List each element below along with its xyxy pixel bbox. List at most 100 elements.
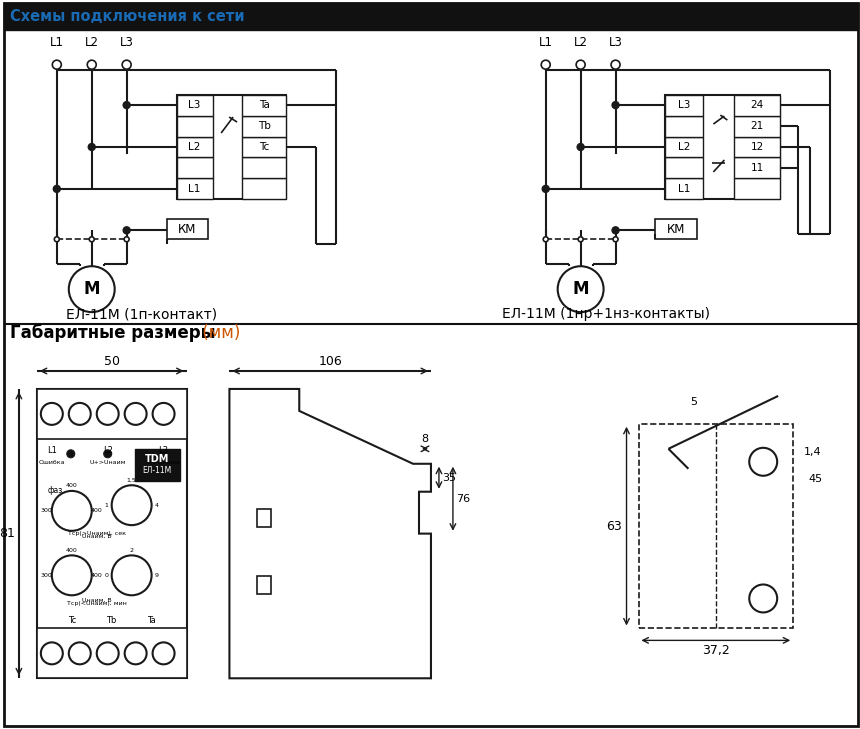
Bar (37, 389, 187, 678)
Circle shape (557, 266, 604, 312)
Circle shape (96, 403, 119, 425)
Bar (243, 179, 286, 199)
Circle shape (749, 448, 777, 476)
Text: 400: 400 (66, 548, 77, 553)
Text: TDM: TDM (144, 453, 169, 464)
Text: М: М (573, 280, 589, 298)
Circle shape (123, 101, 130, 109)
Text: ЕЛ-11М (1нр+1нз-контакты): ЕЛ-11М (1нр+1нз-контакты) (501, 307, 710, 321)
Text: L3: L3 (679, 100, 691, 110)
Bar (734, 179, 780, 199)
Text: 50: 50 (104, 354, 120, 367)
Text: 1: 1 (105, 503, 108, 507)
Bar (734, 136, 780, 157)
Circle shape (87, 61, 96, 69)
Bar (176, 116, 212, 136)
Bar (666, 116, 703, 136)
Circle shape (40, 642, 63, 664)
Text: Тср(<Uнаим), мин: Тср(<Uнаим), мин (67, 601, 126, 606)
Circle shape (52, 555, 92, 596)
Bar (167, 219, 208, 239)
Circle shape (578, 237, 583, 242)
Text: Ошибка: Ошибка (39, 460, 65, 465)
Circle shape (54, 237, 59, 242)
Text: (мм): (мм) (198, 324, 241, 342)
Circle shape (67, 450, 75, 458)
Bar (176, 136, 212, 157)
Bar (734, 157, 780, 179)
Circle shape (112, 486, 151, 525)
Text: 63: 63 (605, 520, 622, 533)
Bar (243, 95, 286, 116)
Text: 4: 4 (155, 503, 158, 507)
Text: фаз: фаз (47, 486, 63, 495)
Circle shape (125, 403, 146, 425)
Circle shape (112, 555, 151, 596)
Circle shape (52, 61, 61, 69)
Circle shape (122, 61, 131, 69)
Text: U->Uнаим: U->Uнаим (147, 460, 181, 465)
Circle shape (40, 403, 63, 425)
Circle shape (89, 144, 95, 150)
Text: L2: L2 (102, 446, 113, 456)
Text: L1: L1 (47, 446, 57, 456)
Text: 76: 76 (456, 494, 470, 504)
Text: L1: L1 (188, 184, 201, 194)
Text: Tc: Tc (259, 142, 269, 152)
Bar (666, 95, 703, 116)
Text: Ta: Ta (259, 100, 270, 110)
Text: L2: L2 (679, 142, 691, 152)
Text: М: М (83, 280, 100, 298)
Text: Tc: Tc (68, 616, 76, 625)
Bar (257, 509, 271, 527)
Circle shape (612, 227, 619, 234)
Text: L2: L2 (188, 142, 201, 152)
Text: 1,5: 1,5 (126, 477, 137, 483)
Text: Tb: Tb (107, 616, 117, 625)
Text: Схемы подключения к сети: Схемы подключения к сети (10, 9, 244, 24)
Bar (734, 116, 780, 136)
Text: 1,4: 1,4 (804, 447, 822, 457)
Bar (135, 449, 180, 480)
Text: L1: L1 (50, 36, 64, 50)
Circle shape (104, 450, 112, 458)
Bar (655, 219, 697, 239)
Bar (666, 136, 703, 157)
Text: 106: 106 (318, 354, 342, 367)
Text: ЕЛ-11М (1п-контакт): ЕЛ-11М (1п-контакт) (66, 307, 218, 321)
Bar (176, 157, 212, 179)
Text: 300: 300 (41, 573, 52, 578)
Text: L2: L2 (574, 36, 587, 50)
Bar (638, 424, 793, 628)
Text: L3: L3 (158, 446, 169, 456)
Text: 8: 8 (421, 434, 428, 444)
Circle shape (53, 185, 60, 192)
Text: 12: 12 (751, 142, 764, 152)
Text: 300: 300 (41, 508, 52, 513)
Bar (666, 95, 780, 199)
Circle shape (152, 403, 175, 425)
Text: L1: L1 (538, 36, 553, 50)
Circle shape (123, 227, 130, 234)
Text: U+>Uнаим: U+>Uнаим (89, 460, 126, 465)
Bar (176, 95, 286, 199)
Text: 400: 400 (91, 573, 102, 578)
Text: 9: 9 (155, 573, 158, 578)
Text: 45: 45 (808, 474, 822, 484)
Bar (37, 628, 187, 678)
Text: 0: 0 (105, 573, 108, 578)
Circle shape (125, 642, 146, 664)
Text: Ta: Ta (147, 616, 156, 625)
Text: 37,2: 37,2 (702, 644, 729, 657)
Text: 5: 5 (690, 397, 697, 407)
Bar (666, 157, 703, 179)
Text: Uнаим, В: Uнаим, В (82, 534, 112, 538)
Text: Тср(>Uнаим), сек: Тср(>Uнаим), сек (68, 531, 126, 536)
Circle shape (52, 491, 92, 531)
Circle shape (152, 642, 175, 664)
Bar (243, 136, 286, 157)
Text: 21: 21 (751, 121, 764, 131)
Bar (4, 3, 858, 30)
Text: L3: L3 (188, 100, 201, 110)
Text: L1: L1 (679, 184, 691, 194)
